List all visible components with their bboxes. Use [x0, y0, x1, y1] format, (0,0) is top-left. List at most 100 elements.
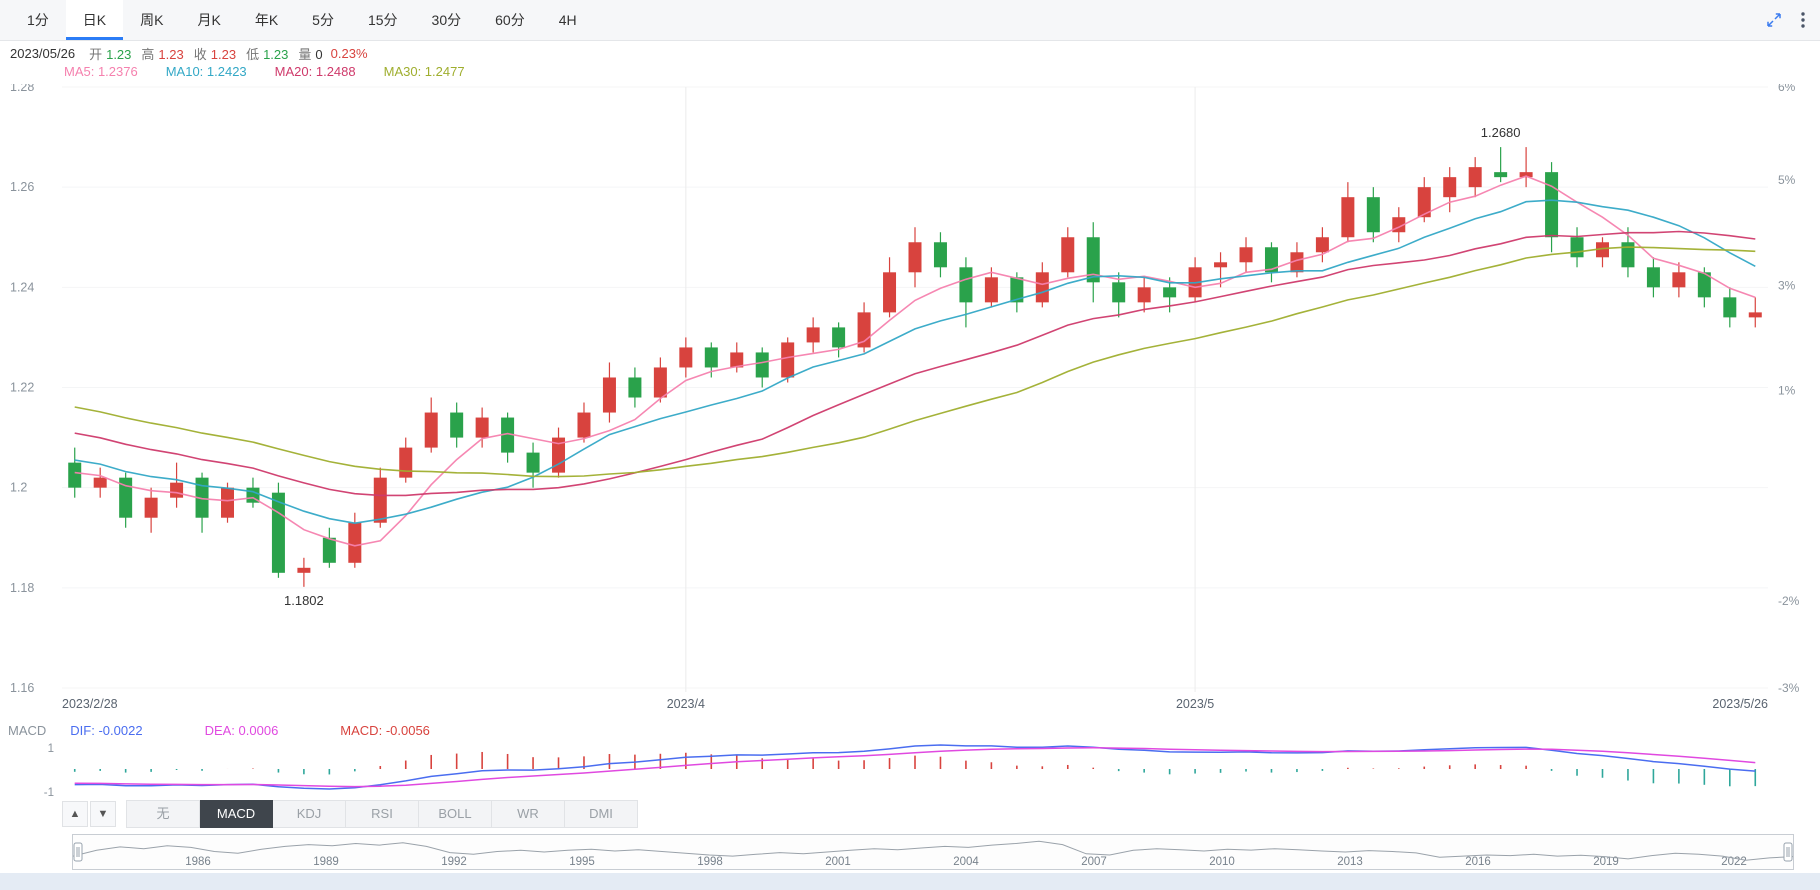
- indicator-tab-boll[interactable]: BOLL: [419, 800, 492, 828]
- macd-dea-value: DEA: 0.0006: [205, 723, 279, 738]
- macd-dif-number: -0.0022: [98, 723, 143, 738]
- quote-field-value: 0: [315, 46, 323, 62]
- svg-text:2023/5: 2023/5: [1176, 697, 1214, 711]
- svg-text:2007: 2007: [1081, 856, 1107, 868]
- kebab-menu-icon[interactable]: [1800, 11, 1806, 29]
- navigator[interactable]: 1986 1989 1992 1995 1998 2001 2004 2007 2010 2013…: [72, 834, 1794, 870]
- svg-text:1.28: 1.28: [10, 84, 34, 94]
- macd-title: MACD: [8, 723, 47, 738]
- svg-text:2016: 2016: [1465, 856, 1491, 868]
- indicator-tab-kdj[interactable]: KDJ: [273, 800, 346, 828]
- macd-dif-label: DIF:: [70, 723, 95, 738]
- quote-field-label: 低: [246, 46, 260, 62]
- macd-macd-value: MACD: -0.0056: [340, 723, 430, 738]
- svg-text:2010: 2010: [1209, 856, 1235, 868]
- macd-header: MACD DIF: -0.0022 DEA: 0.0006 MACD: -0.0…: [8, 722, 430, 739]
- svg-text:2004: 2004: [953, 856, 979, 868]
- macd-axis-labels: 1 -1: [44, 743, 54, 798]
- macd-chart[interactable]: 1 -1: [0, 740, 1820, 798]
- indicator-panel-controls: ▲ ▼ 无 MACD KDJ RSI BOLL WR DMI: [62, 800, 638, 828]
- svg-text:2001: 2001: [825, 856, 851, 868]
- macd-histogram: [73, 751, 1757, 787]
- timeframe-tab-日K[interactable]: 日K: [65, 0, 124, 40]
- svg-text:1989: 1989: [313, 856, 339, 868]
- timeframe-tab-4H[interactable]: 4H: [558, 12, 577, 28]
- indicator-tab-rsi[interactable]: RSI: [346, 800, 419, 828]
- svg-text:1.2: 1.2: [10, 481, 27, 495]
- svg-text:6%: 6%: [1778, 84, 1796, 94]
- svg-text:1.24: 1.24: [10, 280, 34, 294]
- svg-text:1992: 1992: [441, 856, 467, 868]
- svg-text:2019: 2019: [1593, 856, 1619, 868]
- price-annotations: 1.2680 1.1802: [284, 125, 1521, 608]
- quote-field-value: 1.23: [158, 46, 184, 62]
- navigator-history-line: [72, 840, 1794, 861]
- timeframe-tab-5分[interactable]: 5分: [312, 12, 334, 28]
- quote-change-percent: 0.23%: [330, 45, 368, 61]
- timeframe-tab-1分[interactable]: 1分: [27, 12, 49, 28]
- candlestick-chart[interactable]: 1.2680 1.1802 1.28 1.26 1.24 1.22 1.2 1.18 1.16 6…: [0, 84, 1820, 726]
- svg-text:2013: 2013: [1337, 856, 1363, 868]
- indicator-tab-无[interactable]: 无: [126, 800, 200, 828]
- svg-text:1.22: 1.22: [10, 381, 34, 395]
- ma-legend-item: MA20: 1.2488: [274, 64, 356, 79]
- svg-text:1986: 1986: [185, 856, 211, 868]
- svg-text:1.16: 1.16: [10, 681, 34, 695]
- percent-axis-labels: 6% 5% 3% 1% -2% -3%: [1778, 84, 1800, 695]
- quote-field-value: 1.23: [210, 46, 237, 62]
- quote-field-label: 收: [193, 46, 207, 62]
- indicator-arrows: ▲ ▼: [62, 801, 118, 827]
- quote-date: 2023/05/26: [10, 45, 76, 61]
- timeframe-tab-30分[interactable]: 30分: [431, 12, 462, 28]
- svg-text:2023/4: 2023/4: [667, 697, 705, 711]
- quote-fields: 开 1.23 高 1.23 收 1.23 低 1.23 量 0: [79, 44, 323, 63]
- macd-dif-value: DIF: -0.0022: [70, 723, 142, 738]
- collapse-panels-icon[interactable]: [1766, 12, 1782, 28]
- macd-dea-label: DEA:: [204, 723, 235, 738]
- svg-text:1998: 1998: [697, 856, 723, 868]
- svg-text:1.26: 1.26: [10, 180, 34, 194]
- timeframe-tab-60分[interactable]: 60分: [495, 12, 525, 28]
- svg-text:1995: 1995: [569, 856, 595, 868]
- quote-field-label: 高: [141, 46, 155, 62]
- navigator-left-handle[interactable]: [73, 842, 83, 862]
- toolbar-icons: [1766, 0, 1806, 40]
- bottom-scroll-band: [0, 873, 1820, 890]
- quote-field-value: 1.23: [106, 46, 132, 62]
- timeframe-tab-15分[interactable]: 15分: [367, 12, 398, 28]
- toolbar: 1分 日K 周K 月K 年K 5分 15分 30分 60分 4H: [0, 0, 1820, 41]
- indicator-tab-dmi[interactable]: DMI: [565, 800, 638, 828]
- timeframe-tab-年K[interactable]: 年K: [254, 12, 279, 28]
- indicator-tab-macd[interactable]: MACD: [200, 800, 273, 828]
- svg-text:2023/2/28: 2023/2/28: [62, 697, 118, 711]
- macd-dea-line: [74, 747, 1756, 788]
- svg-text:-1: -1: [44, 787, 54, 798]
- indicator-tabs: 无 MACD KDJ RSI BOLL WR DMI: [126, 800, 638, 828]
- ma-lines: [74, 175, 1756, 547]
- quote-field-label: 开: [89, 46, 103, 62]
- ma-legend: MA5: 1.2376 MA10: 1.2423 MA20: 1.2488 MA30:…: [64, 64, 493, 81]
- timeframe-tab-月K[interactable]: 月K: [197, 12, 221, 28]
- svg-text:1.18: 1.18: [10, 581, 34, 595]
- timeframe-tab-周K[interactable]: 周K: [140, 12, 164, 28]
- panel-up-button[interactable]: ▲: [62, 801, 88, 827]
- svg-text:-3%: -3%: [1778, 681, 1800, 695]
- price-axis-labels: 1.28 1.26 1.24 1.22 1.2 1.18 1.16: [10, 84, 34, 695]
- macd-macd-label: MACD:: [340, 723, 383, 738]
- svg-text:3%: 3%: [1778, 278, 1796, 292]
- timeframe-tabs: 1分 日K 周K 月K 年K 5分 15分 30分 60分 4H: [10, 0, 594, 40]
- svg-text:1: 1: [48, 743, 54, 755]
- svg-text:1.1802: 1.1802: [284, 593, 324, 608]
- macd-macd-number: -0.0056: [385, 723, 430, 738]
- svg-text:1%: 1%: [1778, 384, 1796, 398]
- navigator-right-handle[interactable]: [1783, 842, 1793, 862]
- navigator-year-labels: 1986 1989 1992 1995 1998 2001 2004 2007 2010 2013…: [185, 856, 1747, 868]
- indicator-tab-wr[interactable]: WR: [492, 800, 565, 828]
- svg-text:2023/5/26: 2023/5/26: [1712, 697, 1768, 711]
- navigator-chart[interactable]: 1986 1989 1992 1995 1998 2001 2004 2007 2010 2013…: [72, 835, 1794, 869]
- ma-legend-item: MA30: 1.2477: [383, 64, 465, 79]
- panel-down-button[interactable]: ▼: [90, 801, 116, 827]
- macd-dif-line: [74, 744, 1756, 790]
- quote-field-label: 量: [298, 46, 312, 62]
